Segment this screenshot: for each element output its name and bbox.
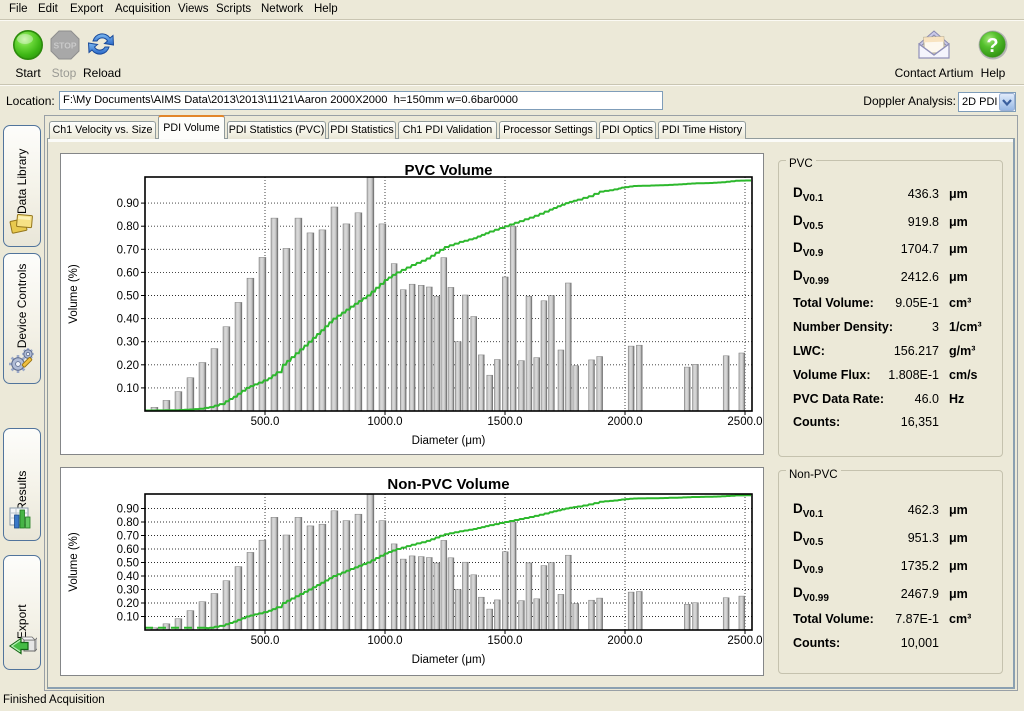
svg-text:1500.0: 1500.0 [487,635,522,647]
svg-text:0.50: 0.50 [117,558,139,570]
svg-text:PVC Volume: PVC Volume [404,162,492,179]
svg-text:0.80: 0.80 [117,517,139,529]
svg-text:1000.0: 1000.0 [367,635,402,647]
svg-text:0.20: 0.20 [117,360,139,372]
svg-text:2000.0: 2000.0 [607,416,642,428]
svg-text:0.20: 0.20 [117,598,139,610]
svg-text:2500.0: 2500.0 [727,416,762,428]
svg-text:0.60: 0.60 [117,267,139,279]
svg-text:0.50: 0.50 [117,291,139,303]
svg-text:STOP: STOP [54,41,77,51]
svg-text:Diameter (μm): Diameter (μm) [412,435,486,447]
svg-text:Volume (%): Volume (%) [68,532,80,592]
svg-text:0.80: 0.80 [117,221,139,233]
svg-text:Volume (%): Volume (%) [68,264,80,324]
svg-text:2500.0: 2500.0 [727,635,762,647]
svg-text:0.70: 0.70 [117,244,139,256]
svg-text:0.70: 0.70 [117,531,139,543]
svg-text:0.90: 0.90 [117,198,139,210]
svg-text:1000.0: 1000.0 [367,416,402,428]
svg-text:0.90: 0.90 [117,504,139,516]
svg-text:0.10: 0.10 [117,383,139,395]
svg-text:0.30: 0.30 [117,337,139,349]
svg-text:0.40: 0.40 [117,314,139,326]
svg-text:Diameter (μm): Diameter (μm) [412,654,486,666]
svg-text:0.30: 0.30 [117,585,139,597]
svg-text:2000.0: 2000.0 [607,635,642,647]
svg-text:Non-PVC Volume: Non-PVC Volume [387,476,509,493]
svg-text:1500.0: 1500.0 [487,416,522,428]
svg-text:500.0: 500.0 [251,416,280,428]
svg-text:?: ? [986,35,998,57]
svg-text:0.10: 0.10 [117,612,139,624]
svg-text:0.60: 0.60 [117,544,139,556]
svg-text:500.0: 500.0 [251,635,280,647]
svg-text:0.40: 0.40 [117,571,139,583]
